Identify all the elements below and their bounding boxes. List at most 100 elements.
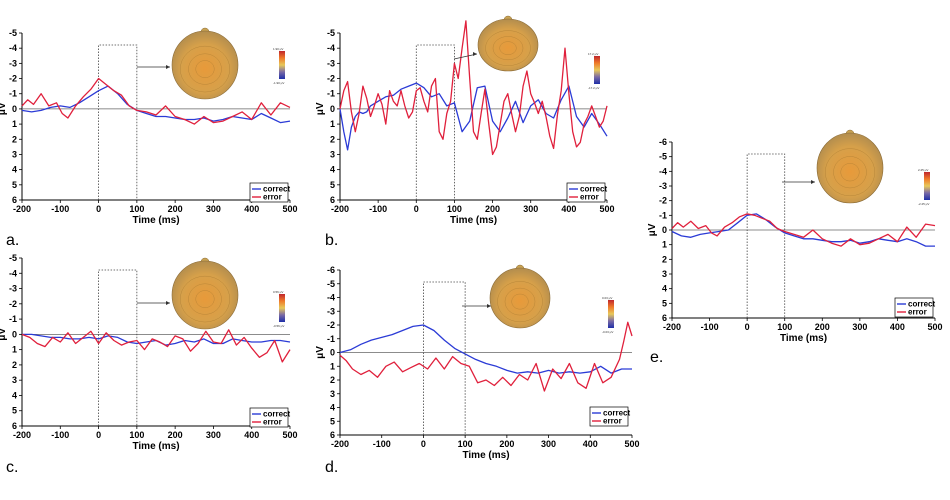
y-tick-label: -2 (659, 196, 667, 206)
y-tick-label: 5 (330, 416, 335, 426)
topomap-contour (188, 283, 222, 315)
topomap-contour (180, 45, 230, 93)
colorbar: 1.90 μV -1.90 μV (273, 47, 285, 85)
topomap-contour (504, 287, 536, 316)
y-tick-label: 3 (12, 375, 17, 385)
y-axis-label: μV (647, 223, 658, 236)
topomap-contour (195, 60, 215, 78)
time-window-box (423, 281, 466, 435)
x-axis-label: Time (ms) (132, 215, 179, 226)
y-axis-label: μV (0, 328, 8, 341)
topomap-head (489, 267, 551, 329)
topomap-contour (180, 275, 230, 323)
y-tick-label: -1 (659, 210, 667, 220)
colorbar: 0.03 μV -0.03 μV (602, 296, 614, 334)
scalp-topomap (171, 27, 239, 100)
y-tick-label: -2 (327, 320, 335, 330)
legend-label-error: error (263, 418, 282, 427)
x-tick-label: 400 (583, 439, 598, 449)
x-tick-label: 100 (129, 204, 144, 214)
y-tick-label: 6 (12, 421, 17, 431)
y-tick-label: 0 (12, 329, 17, 339)
colorbar: 0.56 μV -0.56 μV (273, 290, 285, 328)
y-tick-label: 1 (662, 240, 667, 250)
x-tick-label: 200 (815, 322, 830, 332)
colorbar-min-label: -2.25 μV (918, 202, 929, 206)
topomap-contour (833, 156, 867, 189)
y-tick-label: -3 (9, 58, 17, 68)
y-tick-label: -5 (327, 279, 335, 289)
y-tick-label: 1 (12, 119, 17, 129)
colorbar-gradient (279, 294, 285, 322)
y-tick-label: 5 (330, 180, 335, 190)
topomap-contour (195, 290, 215, 308)
colorbar-min-label: -0.03 μV (602, 330, 613, 334)
x-tick-label: 500 (282, 204, 297, 214)
topomap-contour (497, 281, 543, 323)
y-tick-label: -5 (327, 28, 335, 38)
panel-label: a. (6, 232, 19, 249)
y-tick-label: 4 (330, 403, 335, 413)
x-tick-label: -200 (331, 439, 349, 449)
series-line-correct (339, 324, 632, 374)
arrow-head (166, 65, 170, 69)
y-tick-label: 4 (12, 165, 17, 175)
series-line-correct (339, 82, 608, 151)
colorbar-gradient (924, 172, 930, 200)
y-axis-label: μV (315, 102, 326, 115)
topomap-head (171, 30, 239, 100)
y-tick-label: 1 (12, 345, 17, 355)
x-tick-label: -100 (369, 204, 387, 214)
x-tick-label: 200 (485, 204, 500, 214)
x-tick-label: 0 (96, 430, 101, 440)
legend-label-error: error (908, 308, 927, 317)
x-tick-label: 300 (206, 430, 221, 440)
x-tick-label: 0 (421, 439, 426, 449)
y-tick-label: -6 (659, 137, 667, 147)
topomap-contour (188, 53, 222, 85)
y-tick-label: -4 (327, 43, 335, 53)
x-tick-label: 400 (561, 204, 576, 214)
time-window-box (98, 44, 138, 200)
chart-panel-5: -6 -5 -4 -3 -2 -1 0 1 2 3 4 5 6-200 -100 0 100 200 300 400… (647, 129, 943, 366)
chart-panel-4: -6 -5 -4 -3 -2 -1 0 1 2 3 4 5 6-200 -100 0 100 200 300 400… (315, 264, 640, 476)
y-tick-label: -5 (9, 28, 17, 38)
x-tick-label: 300 (206, 204, 221, 214)
colorbar: 17.2 μV -17.2 μV (588, 52, 600, 90)
y-tick-label: -3 (659, 181, 667, 191)
y-axis-label: μV (0, 102, 8, 115)
x-tick-label: -100 (51, 204, 69, 214)
chart-panel-1: -5 -4 -3 -2 -1 0 1 2 3 4 5 6-200 -100 0 100 200 300 400 50… (0, 27, 298, 249)
y-tick-label: 1 (330, 361, 335, 371)
x-tick-label: 500 (927, 322, 942, 332)
time-window-box (98, 269, 138, 426)
y-tick-label: -4 (659, 166, 667, 176)
y-tick-label: 5 (662, 298, 667, 308)
y-tick-label: 2 (662, 254, 667, 264)
time-window-box (746, 153, 786, 318)
topomap-contour (492, 36, 524, 61)
colorbar-max-label: 2.25 μV (918, 168, 928, 172)
topomap-contour (825, 148, 875, 197)
x-tick-label: 500 (282, 430, 297, 440)
colorbar-gradient (594, 56, 600, 84)
x-tick-label: -200 (331, 204, 349, 214)
colorbar-gradient (608, 300, 614, 328)
y-axis-label: μV (315, 346, 326, 359)
y-tick-label: 1 (330, 119, 335, 129)
y-tick-label: 2 (12, 134, 17, 144)
legend-label-error: error (580, 193, 599, 202)
series-line-error (21, 329, 291, 363)
y-tick-label: 0 (662, 225, 667, 235)
y-tick-label: 6 (330, 195, 335, 205)
x-tick-label: 500 (599, 204, 614, 214)
y-tick-label: 0 (330, 104, 335, 114)
y-tick-label: 6 (662, 313, 667, 323)
y-tick-label: -4 (9, 268, 17, 278)
scalp-topomap (171, 257, 239, 330)
y-tick-label: -3 (327, 58, 335, 68)
panel-label: d. (325, 459, 338, 476)
time-window-box (415, 44, 455, 200)
scalp-topomap (477, 15, 539, 72)
x-tick-label: 100 (458, 439, 473, 449)
